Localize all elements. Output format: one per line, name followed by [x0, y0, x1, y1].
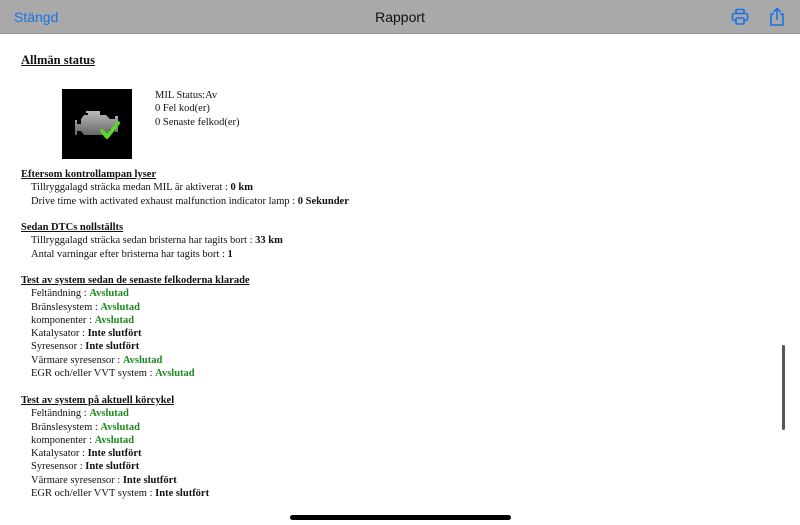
test-label: Katalysator : — [31, 328, 88, 340]
list-item: Tillryggalagd sträcka sedan bristerna ha… — [31, 235, 283, 247]
test-label: Bränslesystem : — [31, 421, 101, 433]
mil-status: MIL Status:Av — [155, 90, 218, 101]
status-value: Inte slutfört — [85, 461, 140, 473]
status-value: Inte slutfört — [122, 474, 177, 486]
list-item: Drive time with activated exhaust malfun… — [31, 195, 349, 207]
test-label: Värmare syresensor : — [31, 354, 123, 366]
status-value: Inte slutfört — [155, 488, 210, 500]
list-item: Syresensor : Inte slutfört — [21, 340, 250, 353]
test-label: Feltändning : — [31, 408, 90, 420]
list-item: Feltändning : Avslutad — [21, 287, 250, 300]
list-item: Bränslesystem : Avslutad — [21, 301, 250, 314]
page-title: Rapport — [375, 9, 425, 25]
status-value: Avslutad — [89, 408, 129, 420]
status-value: Inte slutfört — [87, 328, 142, 340]
list-item: Värmare syresensor : Inte slutfört — [21, 474, 209, 487]
status-value: Avslutad — [155, 368, 195, 380]
mil-summary: MIL Status:Av 0 Fel kod(er) 0 Senaste fe… — [155, 89, 240, 129]
recent-fault-code-count: 0 Senaste felkod(er) — [155, 116, 240, 128]
status-value: Inte slutfört — [87, 448, 142, 460]
status-value: Avslutad — [94, 434, 135, 446]
list-item: EGR och/eller VVT system : Avslutad — [21, 367, 250, 380]
section-heading: Test av system sedan de senaste felkoder… — [21, 275, 250, 286]
status-value: Avslutad — [100, 301, 140, 313]
status-value: Avslutad — [122, 354, 163, 366]
status-value: Avslutad — [89, 288, 129, 300]
test-label: Syresensor : — [31, 461, 86, 473]
list-item: Feltändning : Avslutad — [21, 407, 209, 420]
list-item: Katalysator : Inte slutfört — [21, 327, 250, 340]
printer-icon[interactable] — [730, 7, 750, 27]
test-label: Värmare syresensor : — [31, 474, 123, 486]
general-status-heading: Allmän status — [21, 53, 95, 67]
test-label: Syresensor : — [31, 341, 86, 353]
list-item: Värmare syresensor : Avslutad — [21, 354, 250, 367]
section-heading: Eftersom kontrollampan lyser — [21, 169, 157, 180]
nav-bar: Stängd Rapport — [0, 0, 800, 34]
list-item: komponenter : Avslutad — [21, 314, 250, 327]
test-label: Bränslesystem : — [31, 301, 101, 313]
test-label: Feltändning : — [31, 288, 90, 300]
section-heading: Test av system på aktuell körcykel — [21, 395, 175, 406]
status-value: Avslutad — [94, 314, 135, 326]
section-dtc-cleared: Sedan DTCs nollställts Tillryggalagd str… — [21, 221, 283, 261]
fault-code-count: 0 Fel kod(er) — [155, 103, 210, 115]
test-label: komponenter : — [31, 434, 95, 446]
list-item: Syresensor : Inte slutfört — [21, 460, 209, 473]
test-label: komponenter : — [31, 314, 95, 326]
section-heading: Sedan DTCs nollställts — [21, 222, 124, 233]
share-icon[interactable] — [767, 7, 787, 27]
scrollbar[interactable] — [782, 345, 785, 430]
list-item: Tillryggalagd sträcka medan MIL är aktiv… — [31, 182, 254, 194]
section-mil-on: Eftersom kontrollampan lyser Tillryggala… — [21, 168, 349, 208]
list-item: komponenter : Avslutad — [21, 434, 209, 447]
engine-check-icon — [62, 89, 132, 159]
list-item: Bränslesystem : Avslutad — [21, 421, 209, 434]
status-value: Inte slutfört — [85, 341, 140, 353]
list-item: Katalysator : Inte slutfört — [21, 447, 209, 460]
test-label: EGR och/eller VVT system : — [31, 488, 156, 500]
section-test-current-cycle: Test av system på aktuell körcykel Feltä… — [21, 394, 209, 500]
home-indicator[interactable] — [290, 515, 511, 520]
status-value: Avslutad — [100, 421, 140, 433]
list-item: Antal varningar efter bristerna har tagi… — [31, 248, 233, 260]
close-button[interactable]: Stängd — [14, 9, 59, 25]
list-item: EGR och/eller VVT system : Inte slutfört — [21, 487, 209, 500]
section-test-since-clear: Test av system sedan de senaste felkoder… — [21, 274, 250, 380]
test-label: EGR och/eller VVT system : — [31, 368, 156, 380]
test-label: Katalysator : — [31, 448, 88, 460]
